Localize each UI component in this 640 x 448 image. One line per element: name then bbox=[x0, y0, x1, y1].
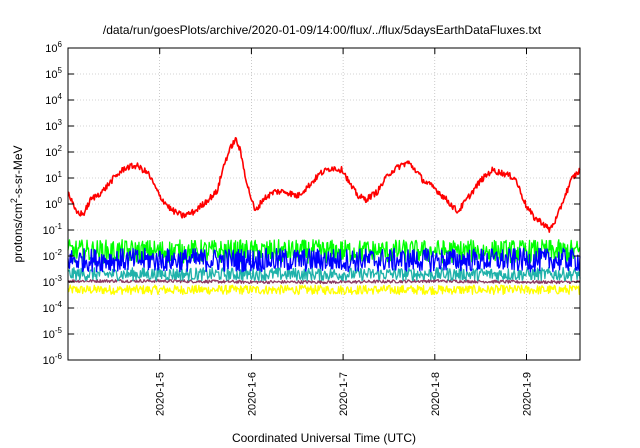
y-tick-label: 10-6 bbox=[43, 352, 63, 367]
x-tick-label: 2020-1-8 bbox=[430, 372, 442, 416]
y-tick-label: 10-5 bbox=[43, 326, 63, 341]
series-layer bbox=[67, 137, 581, 296]
y-tick-label: 10-3 bbox=[43, 274, 63, 289]
y-tick-label: 10-4 bbox=[43, 300, 63, 315]
y-tick-label: 103 bbox=[45, 118, 62, 133]
y-axis-title: protons/cm2-s-sr-MeV bbox=[9, 145, 25, 262]
y-tick-label: 101 bbox=[45, 170, 62, 185]
y-tick-label: 10-2 bbox=[43, 248, 63, 263]
grid-layer bbox=[68, 47, 580, 361]
series-line bbox=[67, 284, 581, 296]
x-tick-label: 2020-1-5 bbox=[155, 372, 167, 416]
y-tick-label: 10-1 bbox=[43, 222, 63, 237]
x-axis-title: Coordinated Universal Time (UTC) bbox=[232, 431, 416, 445]
y-tick-label: 105 bbox=[45, 66, 62, 81]
y-tick-label: 100 bbox=[45, 196, 62, 211]
series-line bbox=[67, 267, 581, 282]
y-tick-label: 102 bbox=[45, 144, 62, 159]
series-line bbox=[67, 137, 581, 233]
x-tick-label: 2020-1-6 bbox=[246, 372, 258, 416]
y-tick-label: 106 bbox=[45, 40, 62, 55]
series-line bbox=[67, 278, 581, 285]
y-tick-label: 104 bbox=[45, 92, 62, 107]
series-line bbox=[67, 247, 581, 273]
x-tick-label: 2020-1-9 bbox=[522, 372, 534, 416]
tick-layer: 106 105 104 103 102 101 100 10-1 10-2 10-3 10-4 10-… bbox=[43, 40, 580, 416]
x-tick-label: 2020-1-7 bbox=[338, 372, 350, 416]
chart-title: /data/run/goesPlots/archive/2020-01-09/1… bbox=[103, 23, 542, 37]
